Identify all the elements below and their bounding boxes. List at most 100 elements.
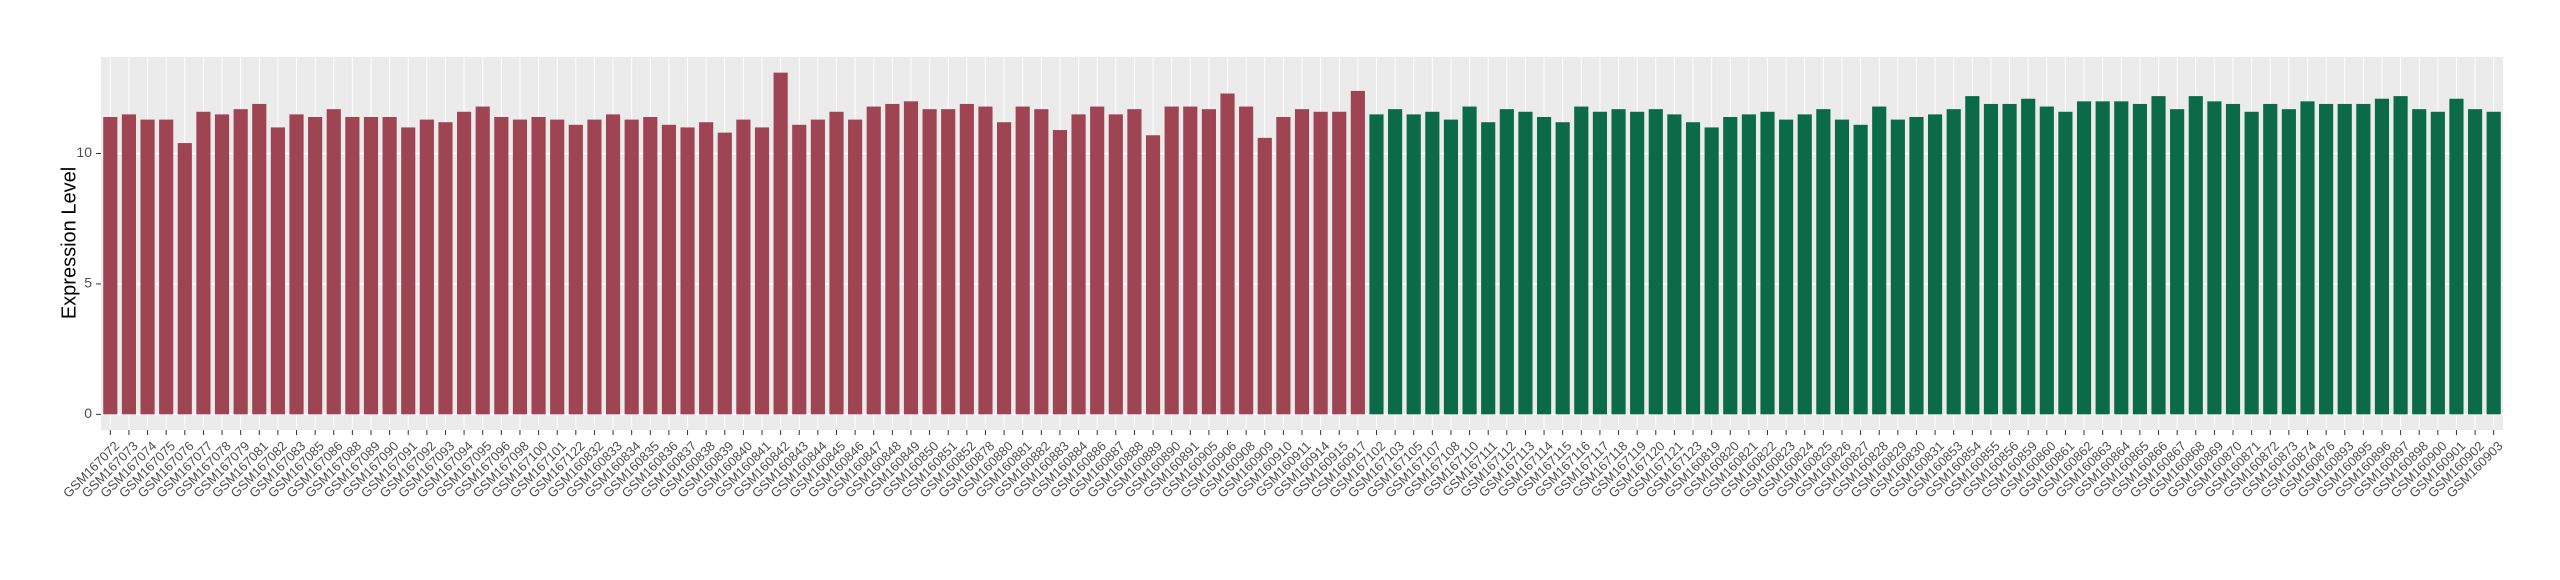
bar	[550, 119, 565, 415]
bar	[1928, 114, 1943, 415]
bar	[1797, 114, 1812, 415]
bar	[661, 124, 676, 415]
bar	[1220, 93, 1235, 415]
bar	[643, 116, 658, 415]
bar	[605, 114, 621, 415]
bar	[2207, 101, 2222, 415]
bar	[214, 114, 230, 415]
bar	[1350, 90, 1365, 415]
bar	[1425, 111, 1440, 415]
bar	[1611, 109, 1626, 415]
bar	[1704, 127, 1719, 415]
bar	[1164, 106, 1179, 415]
bar	[1034, 109, 1049, 415]
bar	[568, 124, 583, 415]
bar	[1462, 106, 1477, 415]
bar	[829, 111, 844, 415]
bar	[438, 122, 453, 415]
bar	[2244, 111, 2259, 415]
bar	[680, 127, 695, 415]
bar	[419, 119, 434, 415]
bar	[1816, 109, 1831, 415]
bar	[2225, 103, 2241, 415]
bar	[1574, 106, 1589, 415]
bar	[1145, 135, 1161, 415]
bar	[2467, 109, 2483, 415]
bar	[1555, 122, 1570, 415]
bar	[1127, 109, 1142, 415]
bar	[754, 127, 770, 415]
y-tick-label: 5	[84, 275, 92, 291]
bar	[1369, 114, 1384, 415]
y-tick-label: 10	[76, 144, 92, 160]
bar	[1983, 103, 1999, 415]
bar	[1257, 137, 1272, 415]
bar	[624, 119, 639, 415]
bar	[1406, 114, 1421, 415]
bar	[177, 143, 192, 415]
bar	[1946, 109, 1961, 415]
bar	[1834, 119, 1850, 415]
bar	[1965, 96, 1980, 415]
bar	[2039, 106, 2054, 415]
bar	[2281, 109, 2296, 415]
bar	[2449, 98, 2464, 415]
bar	[2319, 103, 2334, 415]
bar	[959, 103, 974, 415]
bar	[1183, 106, 1198, 415]
bar	[1015, 106, 1030, 415]
bar	[2486, 111, 2501, 415]
bar	[792, 124, 807, 415]
bar	[2356, 103, 2371, 415]
bar	[1313, 111, 1328, 415]
bar	[2114, 101, 2129, 415]
bar	[363, 116, 379, 415]
bar	[1685, 122, 1701, 415]
bar	[1853, 124, 1868, 415]
bar	[997, 122, 1012, 415]
bar	[1518, 111, 1533, 415]
bar	[2337, 103, 2352, 415]
y-tick-label: 0	[84, 405, 92, 421]
bar	[512, 119, 528, 415]
bar	[1723, 116, 1738, 415]
bar	[1536, 116, 1552, 415]
bar	[810, 119, 825, 415]
bar	[2430, 111, 2445, 415]
bar	[587, 119, 602, 415]
bar	[2374, 98, 2390, 415]
bar	[1667, 114, 1682, 415]
bar	[196, 111, 211, 415]
bar	[326, 109, 341, 415]
bar	[2076, 101, 2092, 415]
bar	[1239, 106, 1254, 415]
bar	[1108, 114, 1123, 415]
bar	[717, 132, 732, 415]
bar	[159, 119, 174, 415]
bar	[1052, 130, 1068, 415]
bar	[494, 116, 509, 415]
bar	[270, 127, 285, 415]
bar	[1872, 106, 1887, 415]
bar	[1890, 119, 1905, 415]
bar	[1294, 109, 1310, 415]
bar	[1443, 119, 1459, 415]
bar	[233, 109, 248, 415]
bar	[121, 114, 137, 415]
bar	[1760, 111, 1775, 415]
bar	[252, 103, 267, 415]
bar	[1499, 109, 1514, 415]
bar	[866, 106, 881, 415]
bar	[1388, 109, 1403, 415]
bar	[2002, 103, 2017, 415]
bar	[1909, 116, 1924, 415]
bar	[1592, 111, 1607, 415]
bar	[475, 106, 490, 415]
bar	[308, 116, 323, 415]
bar	[2058, 111, 2073, 415]
bar	[1332, 111, 1347, 415]
bar	[2151, 96, 2166, 415]
bar	[848, 119, 863, 415]
bar	[1630, 111, 1645, 415]
